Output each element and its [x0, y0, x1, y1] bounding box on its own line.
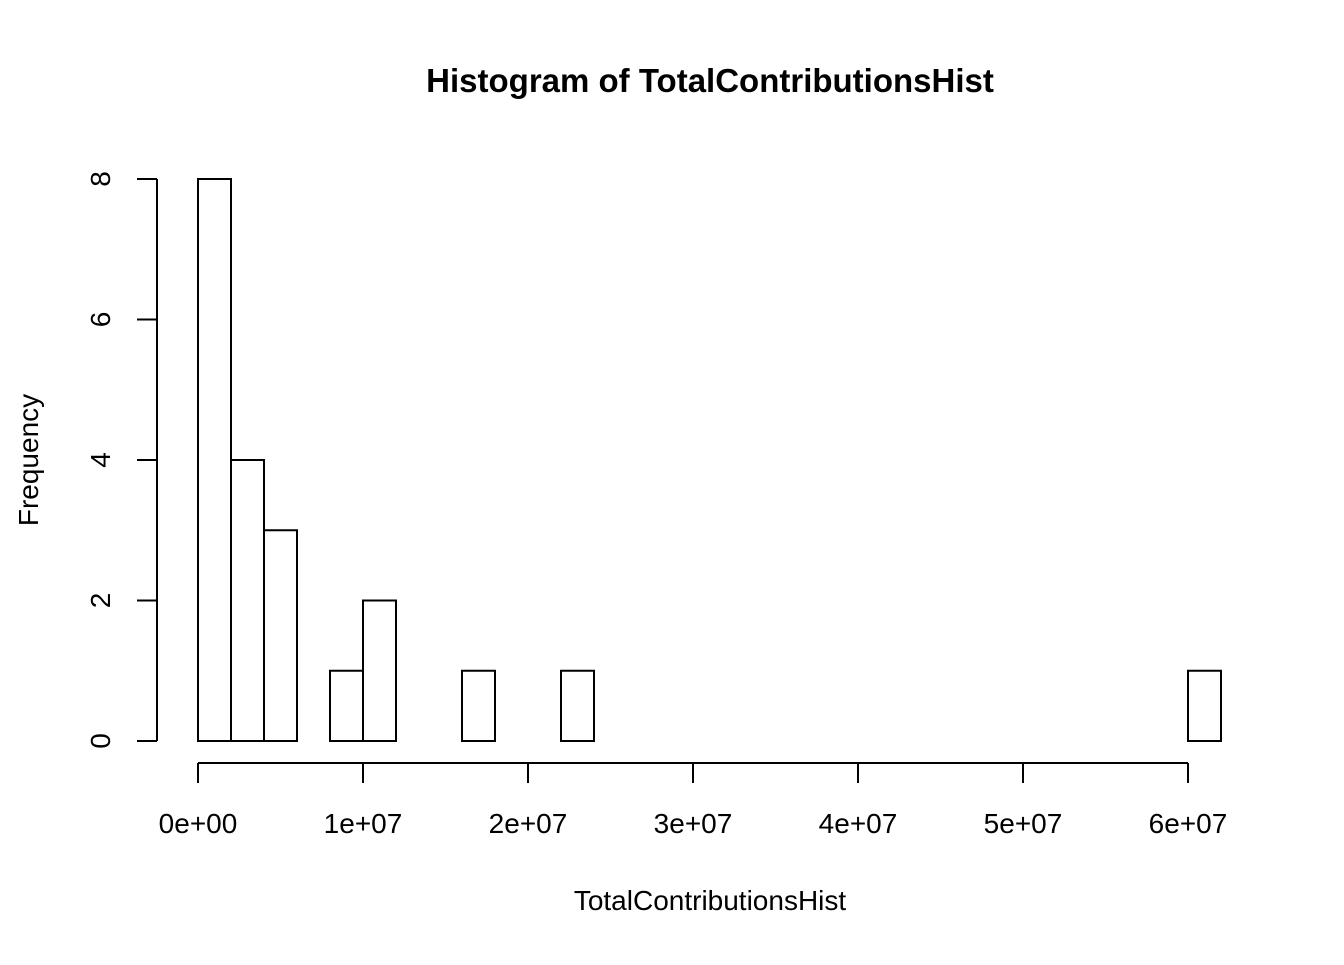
- x-tick-label: 1e+07: [324, 808, 403, 839]
- x-axis-label: TotalContributionsHist: [574, 885, 847, 916]
- x-tick-label: 2e+07: [489, 808, 568, 839]
- x-tick-label: 3e+07: [654, 808, 733, 839]
- histogram-bar: [1187, 669, 1222, 742]
- histogram-bar: [329, 669, 364, 742]
- histogram-bar: [560, 669, 595, 742]
- y-tick-label: 0: [85, 733, 116, 749]
- histogram-bar: [197, 178, 232, 742]
- y-axis-label: Frequency: [13, 394, 44, 526]
- x-axis: 0e+00 1e+07 2e+07 3e+07 4e+07 5e+07 6e+07: [159, 762, 1228, 839]
- y-tick-label: 6: [85, 312, 116, 328]
- x-tick-label: 4e+07: [819, 808, 898, 839]
- x-tick-label: 5e+07: [984, 808, 1063, 839]
- bars: [197, 178, 1222, 742]
- chart-title: Histogram of TotalContributionsHist: [426, 62, 994, 99]
- x-tick-label: 6e+07: [1149, 808, 1228, 839]
- histogram-bar: [461, 669, 496, 742]
- histogram-bar: [230, 459, 265, 742]
- y-tick-label: 4: [85, 452, 116, 468]
- y-tick-label: 8: [85, 171, 116, 187]
- histogram-bar: [362, 599, 397, 742]
- y-tick-label: 2: [85, 593, 116, 609]
- x-tick-label: 0e+00: [159, 808, 238, 839]
- y-axis: 0 2 4 6 8: [85, 171, 158, 749]
- histogram-bar: [263, 529, 298, 742]
